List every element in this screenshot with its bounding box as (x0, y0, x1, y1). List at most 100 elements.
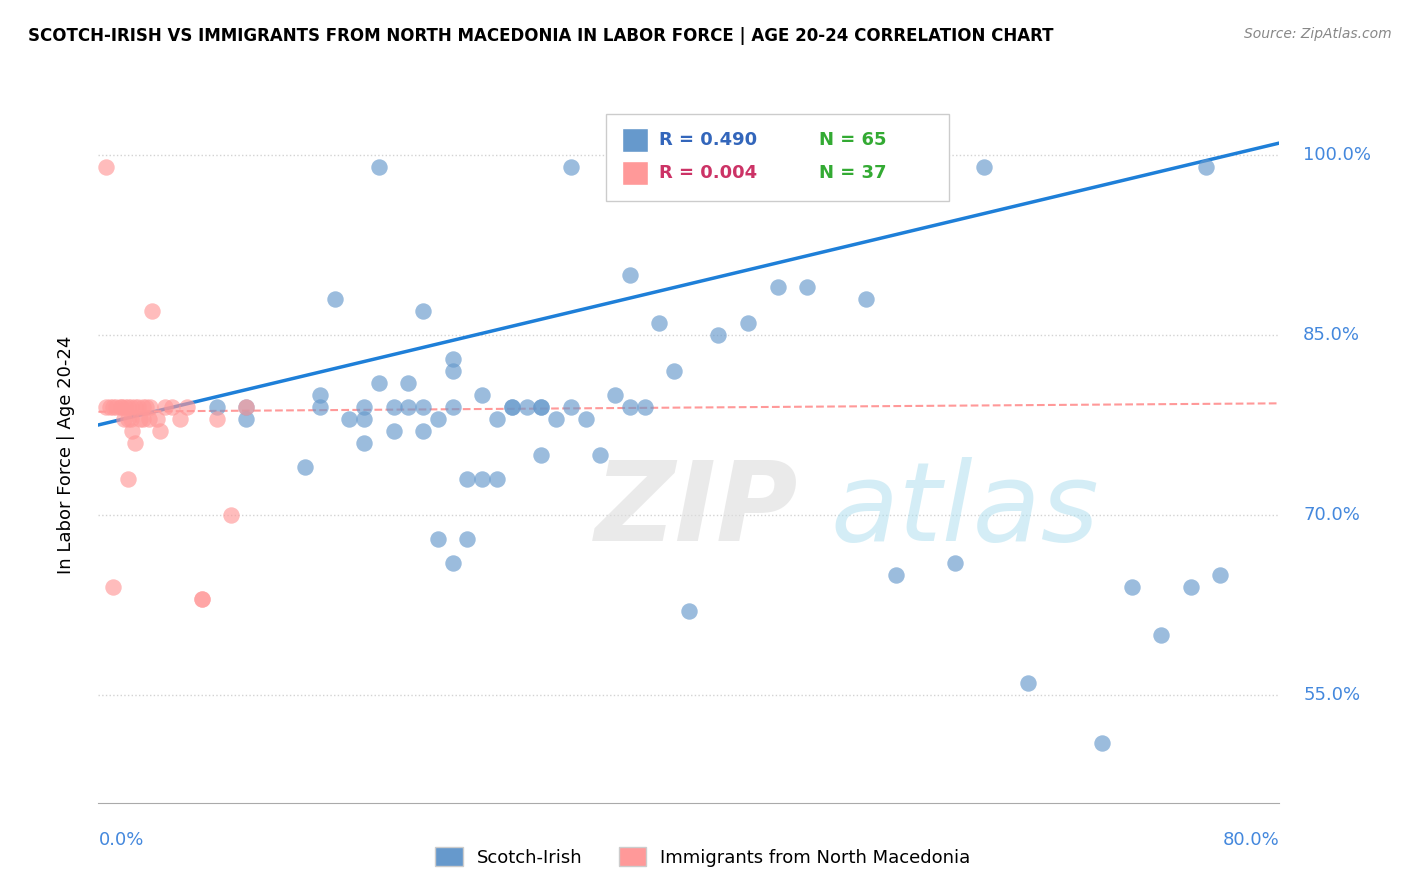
Point (309, 400, 332, 414)
Point (121, 424, 143, 438)
Point (796, 280, 818, 294)
Point (337, 412, 360, 426)
Point (368, 376, 391, 390)
Point (441, 400, 464, 414)
Point (353, 436, 375, 450)
Point (1195, 160, 1218, 174)
Text: 55.0%: 55.0% (1303, 686, 1360, 704)
Point (678, 604, 700, 618)
Point (855, 292, 877, 306)
Point (94, 160, 117, 174)
Point (191, 591, 214, 606)
Text: 80.0%: 80.0% (1223, 830, 1279, 848)
Point (1150, 628, 1173, 642)
Point (456, 472, 478, 486)
Point (1209, 567, 1232, 582)
Point (396, 376, 419, 390)
Point (471, 388, 494, 402)
FancyBboxPatch shape (621, 161, 648, 185)
Point (117, 472, 139, 486)
Point (574, 412, 596, 426)
Text: N = 65: N = 65 (818, 131, 886, 149)
Point (112, 412, 135, 426)
Point (501, 400, 523, 414)
FancyBboxPatch shape (621, 128, 648, 153)
Point (235, 412, 257, 426)
Point (132, 400, 155, 414)
Point (441, 351, 464, 366)
Point (605, 388, 627, 402)
Point (205, 412, 228, 426)
Point (235, 400, 257, 414)
Point (124, 400, 146, 414)
Point (486, 412, 509, 426)
Point (1180, 580, 1202, 594)
Point (412, 400, 434, 414)
Point (309, 388, 332, 402)
Point (153, 400, 176, 414)
Point (648, 316, 671, 330)
Point (456, 532, 478, 546)
Text: 70.0%: 70.0% (1303, 506, 1360, 524)
Point (120, 400, 142, 414)
Point (323, 292, 346, 306)
Point (560, 160, 582, 174)
Text: R = 0.004: R = 0.004 (659, 164, 758, 182)
Point (427, 412, 450, 426)
Point (294, 459, 316, 474)
Point (94, 400, 117, 414)
Point (530, 448, 553, 462)
Point (441, 556, 464, 570)
Point (396, 400, 419, 414)
Point (110, 400, 132, 414)
Point (127, 400, 149, 414)
Y-axis label: In Labor Force | Age 20-24: In Labor Force | Age 20-24 (56, 335, 75, 574)
Point (973, 160, 995, 174)
Point (1017, 676, 1039, 690)
Point (382, 400, 405, 414)
Point (530, 400, 553, 414)
Point (103, 580, 125, 594)
Point (737, 316, 759, 330)
Text: Source: ZipAtlas.com: Source: ZipAtlas.com (1244, 27, 1392, 41)
Point (114, 400, 136, 414)
Point (501, 400, 523, 414)
Point (219, 508, 242, 522)
Point (146, 412, 169, 426)
Point (633, 400, 655, 414)
Text: R = 0.490: R = 0.490 (659, 131, 758, 149)
Point (149, 424, 172, 438)
Point (1121, 580, 1143, 594)
Point (117, 400, 139, 414)
Point (120, 412, 142, 426)
Point (169, 412, 191, 426)
Point (98, 400, 121, 414)
Point (139, 400, 162, 414)
Text: 100.0%: 100.0% (1303, 146, 1371, 164)
Text: 0.0%: 0.0% (98, 830, 143, 848)
Point (589, 448, 612, 462)
Point (441, 364, 464, 378)
Point (162, 400, 183, 414)
Point (191, 591, 214, 606)
Point (135, 400, 157, 414)
Point (103, 400, 125, 414)
Point (205, 400, 228, 414)
Point (124, 436, 146, 450)
Text: atlas: atlas (831, 457, 1099, 564)
FancyBboxPatch shape (606, 114, 949, 201)
Point (544, 412, 567, 426)
Text: SCOTCH-IRISH VS IMMIGRANTS FROM NORTH MACEDONIA IN LABOR FORCE | AGE 20-24 CORRE: SCOTCH-IRISH VS IMMIGRANTS FROM NORTH MA… (28, 27, 1053, 45)
Point (530, 400, 553, 414)
Point (664, 364, 686, 378)
Point (427, 532, 450, 546)
Point (353, 400, 375, 414)
Point (138, 412, 160, 426)
Point (368, 160, 391, 174)
Text: N = 37: N = 37 (818, 164, 886, 182)
Point (943, 556, 966, 570)
Legend: Scotch-Irish, Immigrants from North Macedonia: Scotch-Irish, Immigrants from North Mace… (429, 840, 977, 874)
Point (235, 400, 257, 414)
Point (1091, 736, 1114, 750)
Point (176, 400, 198, 414)
